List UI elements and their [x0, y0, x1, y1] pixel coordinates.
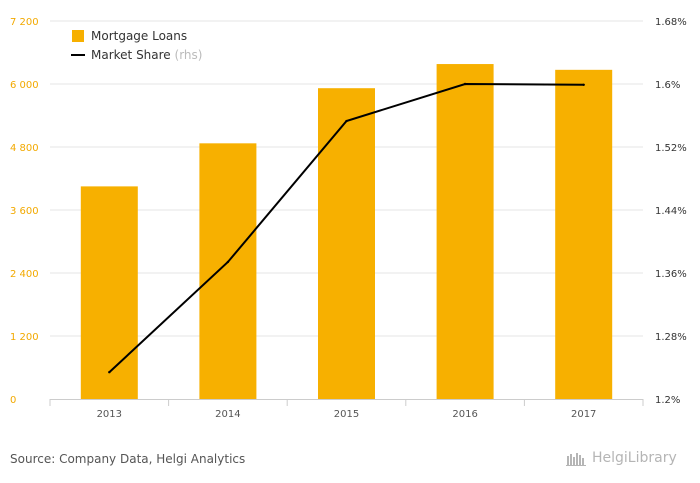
bar: [318, 88, 375, 399]
x-tick-label: 2013: [97, 409, 122, 420]
axes: 0 1.2% 1 200 1.28% 2 400 1.36% 3 600 1.44% 4 800…: [10, 17, 687, 420]
legend-label-market-share: Market Share (rhs): [91, 48, 202, 62]
line-point: [108, 371, 111, 374]
y-left-tick-label: 3 600: [10, 206, 39, 217]
y-right-tick-label: 1.44%: [655, 206, 687, 217]
x-tick-label: 2014: [215, 409, 240, 420]
brand-logo: HelgiLibrary: [566, 450, 677, 466]
y-right-tick-label: 1.52%: [655, 143, 687, 154]
bar: [436, 64, 494, 400]
brand-name: HelgiLibrary: [592, 450, 677, 466]
line-point: [463, 82, 467, 86]
x-tick-label: 2016: [452, 409, 477, 420]
y-left-tick-label: 4 800: [10, 143, 39, 154]
legend-swatch-mortgage-loans: [72, 30, 84, 42]
bar: [555, 69, 613, 399]
y-right-tick-label: 1.36%: [655, 269, 687, 280]
y-left-tick-label: 7 200: [10, 17, 39, 28]
y-right-tick-label: 1.68%: [655, 17, 687, 28]
bars: [80, 64, 613, 400]
legend: Mortgage Loans Market Share (rhs): [71, 29, 202, 62]
y-right-tick-label: 1.28%: [655, 332, 687, 343]
bar: [199, 143, 257, 399]
legend-label-rhs: (rhs): [175, 48, 203, 62]
source-note: Source: Company Data, Helgi Analytics: [10, 452, 246, 466]
y-left-tick-label: 0: [10, 395, 16, 406]
library-icon: [566, 453, 586, 466]
line-point: [582, 83, 585, 86]
y-left-tick-label: 1 200: [10, 332, 39, 343]
market-share-line: [108, 82, 585, 374]
y-right-tick-label: 1.2%: [655, 395, 680, 406]
line-point: [345, 119, 348, 123]
y-left-tick-label: 2 400: [10, 269, 39, 280]
legend-label-mortgage-loans: Mortgage Loans: [91, 29, 187, 43]
y-left-tick-label: 6 000: [10, 80, 39, 91]
x-tick-label: 2015: [334, 409, 359, 420]
bar: [80, 186, 138, 399]
y-right-tick-label: 1.6%: [655, 80, 680, 91]
line-point: [226, 260, 230, 264]
x-tick-label: 2017: [571, 409, 596, 420]
